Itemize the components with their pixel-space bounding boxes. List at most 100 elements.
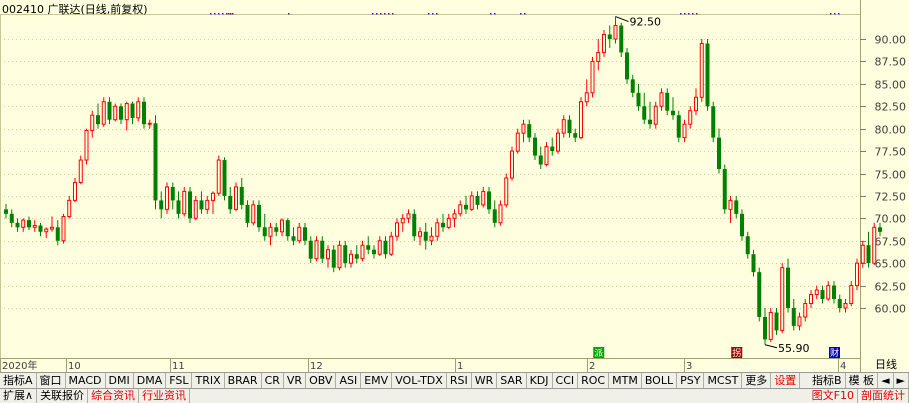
indicator-tab-cr[interactable]: CR (262, 373, 284, 388)
candle-body (728, 199, 733, 210)
indicator-tab-macd[interactable]: MACD (66, 373, 106, 388)
candle-body (607, 34, 612, 39)
candle-body (291, 236, 296, 241)
indicator-tab-trix[interactable]: TRIX (192, 373, 225, 388)
indicator-tab-vol-tdx[interactable]: VOL-TDX (392, 373, 447, 388)
candle-body (763, 316, 767, 340)
candle-body (757, 272, 762, 317)
bottom-tab-3[interactable]: 行业资讯 (139, 389, 191, 403)
bottom-tab-2[interactable]: 综合资讯 (88, 389, 140, 403)
candle-body (377, 240, 382, 255)
candle-body (165, 186, 169, 210)
candle-body (803, 303, 808, 318)
candle-body (878, 227, 882, 232)
candle-body (688, 110, 693, 125)
candle-body (527, 124, 532, 138)
candlestick-chart[interactable]: 90.00 87.50 85.00 82.50 80.00 77.50 75.00 72.50… (0, 0, 909, 372)
bottom-tab-0[interactable]: 扩展∧ (0, 389, 38, 403)
indicator-tab-boll[interactable]: BOLL (642, 373, 678, 388)
candle-body (791, 308, 796, 326)
candle-body (211, 192, 215, 201)
y-tick-label: 90.00 (875, 34, 907, 47)
x-tick-label: 11 (172, 361, 185, 372)
nav-left-arrow-icon[interactable]: ◄ (878, 373, 894, 388)
indicator-tab-cci[interactable]: CCI (553, 373, 579, 388)
candle-body (469, 195, 474, 210)
signal-dot (684, 13, 686, 15)
y-tick-label: 62.50 (875, 281, 907, 294)
candle-body (734, 200, 739, 214)
signal-dot (680, 13, 682, 15)
y-tick-label: 60.00 (875, 303, 907, 316)
candle-body (193, 199, 198, 219)
y-tick-label: 70.00 (875, 213, 907, 226)
indicator-tab--[interactable]: 窗口 (37, 373, 66, 388)
nav-right-arrow-icon[interactable]: ► (894, 373, 909, 388)
indicator-tab-mtm[interactable]: MTM (609, 373, 642, 388)
candle-body (96, 115, 100, 125)
indicator-tab-vr[interactable]: VR (284, 373, 307, 388)
candle-body (262, 227, 267, 237)
indicator-tab-wr[interactable]: WR (472, 373, 498, 388)
candle-body (740, 213, 744, 237)
y-tick-label: 67.50 (875, 236, 907, 249)
y-tick-label: 87.50 (875, 56, 907, 69)
section-stats-button[interactable]: 剖面统计 (858, 389, 909, 403)
signal-dot (222, 13, 224, 15)
signal-dot (524, 13, 526, 15)
candle-body (550, 146, 555, 152)
indicator-tab-dmi[interactable]: DMI (106, 373, 134, 388)
y-tick-label: 85.00 (875, 79, 907, 92)
candle-body (32, 225, 37, 228)
f10-button[interactable]: 图文F10 (809, 389, 858, 403)
candle-body (136, 101, 141, 119)
indicator-tab--[interactable]: 设置 (771, 373, 801, 388)
indicator-tab-right-0[interactable]: 指标B (809, 373, 846, 388)
candle-body (349, 253, 353, 264)
candle-body (418, 231, 422, 237)
candle-body (561, 119, 566, 134)
indicator-tab-rsi[interactable]: RSI (447, 373, 472, 388)
candle-body (216, 159, 221, 194)
candle-body (826, 285, 831, 300)
signal-dot (232, 13, 234, 15)
y-tick-label: 75.00 (875, 169, 907, 182)
candle-body (366, 245, 371, 250)
candle-body (389, 235, 394, 255)
candle-body (285, 220, 290, 237)
indicator-tab-right-1[interactable]: 模 板 (846, 373, 879, 388)
candle-body (671, 110, 675, 116)
candle-body (257, 204, 261, 228)
indicator-tab-obv[interactable]: OBV (306, 373, 337, 388)
bottom-tab-1[interactable]: 关联报价 (37, 389, 89, 403)
candle-body (423, 231, 428, 241)
x-tick-label: 3 (686, 361, 692, 372)
candle-body (297, 226, 302, 242)
indicator-tab--[interactable]: 更多 (742, 373, 772, 388)
candle-body (533, 137, 537, 156)
indicator-tab-psy[interactable]: PSY (677, 373, 705, 388)
indicator-tab-asi[interactable]: ASI (336, 373, 362, 388)
indicator-tab-fsl[interactable]: FSL (166, 373, 193, 388)
indicator-tab-roc[interactable]: ROC (578, 373, 610, 388)
signal-dot (830, 13, 832, 15)
indicator-tab-brar[interactable]: BRAR (225, 373, 262, 388)
x-tick-label: 10 (68, 361, 81, 372)
candle-body (682, 123, 687, 139)
candle-body (188, 191, 192, 219)
indicator-tab-mcst[interactable]: MCST (704, 373, 743, 388)
candle-body (694, 96, 698, 112)
indicator-tab-emv[interactable]: EMV (361, 373, 393, 388)
signal-dot (392, 13, 394, 15)
candle-body (239, 186, 244, 205)
low-pointer (764, 344, 778, 349)
bottom-right-group: 图文F10 剖面统计 (809, 389, 909, 403)
indicator-tab-dma[interactable]: DMA (134, 373, 167, 388)
candle-body (849, 285, 854, 305)
candle-body (412, 213, 417, 237)
candle-body (372, 249, 376, 255)
indicator-tab-kdj[interactable]: KDJ (527, 373, 553, 388)
period-label[interactable]: 日线 (875, 358, 897, 371)
indicator-tab-sar[interactable]: SAR (497, 373, 527, 388)
indicator-tab--a[interactable]: 指标A (0, 373, 37, 388)
